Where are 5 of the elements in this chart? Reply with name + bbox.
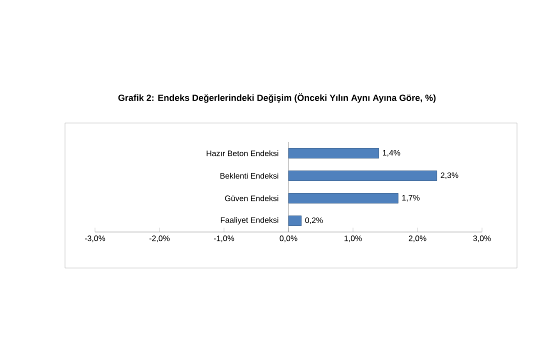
bar bbox=[288, 193, 398, 204]
bar bbox=[288, 148, 380, 158]
bar bbox=[288, 216, 302, 226]
bar bbox=[288, 170, 438, 181]
chart-title: Grafik 2: Endeks Değerlerindeki Değişim (Önceki Yılın Aynı Ayına Göre, %) bbox=[118, 93, 436, 103]
